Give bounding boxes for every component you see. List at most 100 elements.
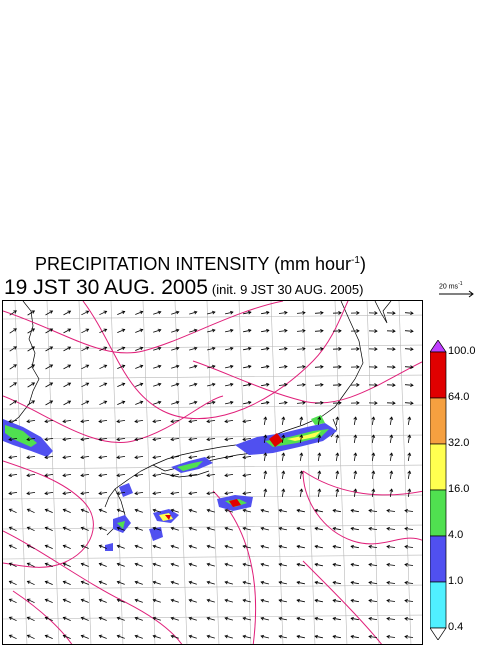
wind-arrow [350, 580, 359, 585]
wind-arrow [116, 580, 125, 585]
wind-arrow [8, 634, 17, 640]
wind-arrow [171, 310, 180, 315]
wind-arrow [278, 562, 287, 567]
wind-arrow [224, 437, 234, 442]
vector-reference-exponent: -1 [458, 281, 463, 287]
wind-arrow [80, 473, 90, 478]
wind-arrow [278, 544, 287, 549]
wind-arrow [260, 598, 269, 603]
wind-arrow [44, 580, 53, 585]
wind-arrow [9, 382, 17, 388]
wind-arrow [26, 562, 35, 568]
wind-arrow [299, 488, 304, 497]
wind-arrow [188, 634, 197, 639]
wind-arrow [26, 598, 35, 604]
wind-arrow [27, 364, 36, 370]
wind-arrow [63, 382, 72, 388]
wind-vectors [8, 310, 414, 640]
wind-arrow [26, 491, 36, 496]
parallel-line [3, 614, 422, 620]
wind-arrow [332, 598, 341, 603]
wind-arrow [134, 634, 143, 639]
wind-arrow [386, 526, 396, 531]
wind-arrow [224, 455, 234, 460]
wind-arrow [26, 437, 36, 442]
wind-arrow [80, 544, 89, 549]
hokkaido-coast [374, 301, 392, 324]
wind-arrow [8, 419, 18, 424]
wind-arrow [80, 562, 89, 567]
wind-arrow [224, 526, 234, 531]
wind-arrow [335, 452, 340, 461]
wind-arrow [207, 328, 216, 333]
wind-arrow [314, 383, 324, 387]
wind-arrow [243, 364, 252, 369]
vector-reference-value: 20 ms [439, 283, 459, 291]
wind-arrow [99, 382, 108, 388]
wind-arrow [314, 634, 323, 639]
wind-arrow [62, 455, 72, 460]
wind-arrow [116, 419, 126, 424]
meridian-line [302, 301, 316, 644]
wind-arrow [206, 419, 216, 424]
wind-arrow [278, 346, 288, 351]
wind-arrow [278, 526, 287, 531]
wind-arrow [170, 508, 179, 513]
wind-arrow [350, 526, 359, 531]
wind-arrow [296, 346, 306, 351]
wind-arrow [261, 310, 270, 315]
wind-arrow [260, 544, 269, 549]
wind-arrow [116, 455, 126, 460]
wind-arrow [98, 455, 108, 460]
wind-arrow [368, 598, 378, 603]
wind-arrow [371, 470, 376, 479]
wind-arrow [407, 470, 412, 479]
wind-arrow [242, 544, 251, 549]
wind-arrow [335, 434, 340, 443]
wind-arrow [206, 562, 215, 567]
wind-arrow [350, 562, 359, 567]
wind-arrow [225, 310, 234, 315]
wind-arrow [281, 416, 286, 425]
wind-arrow [368, 347, 378, 351]
parallel-line [3, 494, 422, 500]
wind-arrow [98, 473, 108, 478]
wind-arrow [170, 544, 179, 549]
wind-arrow [99, 310, 108, 316]
wind-arrow [117, 364, 126, 369]
wind-arrow [242, 491, 252, 496]
legend-label: 4.0 [448, 529, 464, 541]
wind-arrow [278, 634, 287, 639]
wind-arrow [98, 616, 107, 621]
parallel-line [3, 464, 422, 470]
wind-arrow [152, 544, 161, 549]
wind-arrow [99, 328, 108, 334]
wind-arrow [98, 419, 108, 424]
wind-arrow [8, 616, 17, 622]
wind-arrow [152, 634, 161, 639]
wind-arrow [368, 401, 378, 405]
wind-arrow [44, 473, 54, 478]
wind-arrow [314, 616, 323, 621]
wind-arrow [62, 526, 71, 531]
wind-arrow [134, 473, 144, 478]
wind-arrow [281, 470, 286, 479]
wind-arrow [404, 562, 414, 567]
wind-arrow [62, 419, 72, 424]
wind-arrow [26, 473, 36, 478]
wind-arrow [98, 580, 107, 585]
wind-arrow [26, 508, 35, 514]
wind-arrow [152, 616, 161, 621]
wind-arrow [188, 419, 198, 424]
meridian-line [78, 301, 92, 644]
wind-arrow [81, 346, 90, 352]
wind-arrow [278, 580, 287, 585]
wind-arrow [207, 400, 216, 405]
wind-arrow [9, 328, 17, 334]
wind-arrow [26, 634, 35, 640]
wind-arrow [170, 580, 179, 585]
wind-arrow [80, 580, 89, 585]
wind-arrow [99, 346, 108, 352]
wind-arrow [260, 616, 269, 621]
wind-arrow [152, 455, 162, 460]
